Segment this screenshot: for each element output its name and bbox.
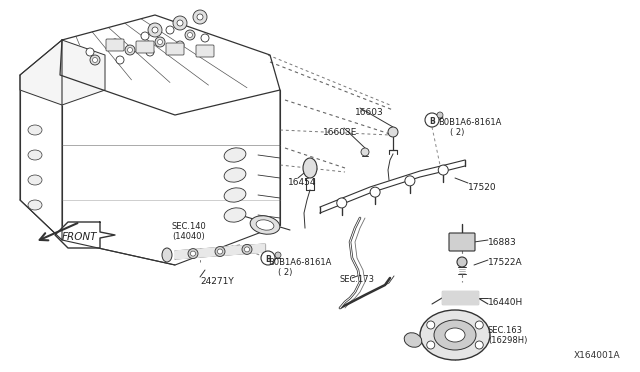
Text: 16883: 16883 [488,238,516,247]
Text: B0B1A6-8161A: B0B1A6-8161A [268,258,332,267]
Circle shape [146,48,154,56]
Text: B0B1A6-8161A: B0B1A6-8161A [438,118,501,127]
Ellipse shape [28,200,42,210]
Circle shape [337,198,347,208]
Circle shape [90,55,100,65]
Ellipse shape [404,333,422,347]
Circle shape [242,244,252,254]
Ellipse shape [28,125,42,135]
Text: X164001A: X164001A [573,351,620,360]
Text: B: B [429,116,435,125]
Ellipse shape [224,188,246,202]
Polygon shape [175,244,265,259]
FancyBboxPatch shape [166,43,184,55]
Circle shape [370,187,380,197]
Ellipse shape [445,328,465,342]
Ellipse shape [250,216,280,234]
Circle shape [185,30,195,40]
Circle shape [93,58,97,62]
Text: (16298H): (16298H) [488,336,527,345]
Text: 17520: 17520 [468,183,497,192]
Circle shape [215,247,225,257]
Circle shape [191,251,195,256]
Text: ( 2): ( 2) [278,268,292,277]
Circle shape [275,252,281,258]
Circle shape [425,113,439,127]
Text: 16603: 16603 [355,108,384,117]
Circle shape [361,148,369,156]
Circle shape [201,34,209,42]
Circle shape [405,176,415,186]
Ellipse shape [224,208,246,222]
FancyBboxPatch shape [196,45,214,57]
Circle shape [111,39,119,47]
Circle shape [437,112,443,118]
Circle shape [157,39,163,45]
Text: SEC.173: SEC.173 [340,275,375,284]
Circle shape [152,27,158,33]
Circle shape [427,341,435,349]
Polygon shape [20,40,105,105]
Circle shape [127,48,132,52]
Ellipse shape [303,158,317,178]
Ellipse shape [224,148,246,162]
Circle shape [457,257,467,267]
Circle shape [388,127,398,137]
Text: (14040): (14040) [172,232,205,241]
Text: ( 2): ( 2) [450,128,465,137]
Circle shape [193,10,207,24]
Text: 16603E: 16603E [323,128,357,137]
FancyBboxPatch shape [106,39,124,51]
Text: 16440H: 16440H [488,298,524,307]
Ellipse shape [162,248,172,262]
Ellipse shape [434,320,476,350]
Circle shape [177,20,183,26]
Text: FRONT: FRONT [62,232,97,242]
Ellipse shape [256,220,274,230]
Circle shape [197,14,203,20]
Circle shape [476,341,483,349]
Circle shape [188,32,193,38]
Polygon shape [442,291,478,304]
Ellipse shape [224,168,246,182]
Text: SEC.163: SEC.163 [488,326,523,335]
Text: SEC.140: SEC.140 [172,222,207,231]
Circle shape [86,48,94,56]
Circle shape [155,37,165,47]
Circle shape [141,32,149,40]
Circle shape [125,45,135,55]
Text: B: B [265,254,271,263]
Text: 16454: 16454 [288,178,317,187]
Text: 17522A: 17522A [488,258,523,267]
Circle shape [176,41,184,49]
Circle shape [148,23,162,37]
Ellipse shape [28,150,42,160]
Polygon shape [55,222,115,248]
Circle shape [438,165,448,175]
Ellipse shape [420,310,490,360]
Ellipse shape [28,175,42,185]
Circle shape [218,249,223,254]
Circle shape [173,16,187,30]
FancyBboxPatch shape [449,233,475,251]
Circle shape [427,321,435,329]
Text: 24271Y: 24271Y [200,277,234,286]
Circle shape [261,251,275,265]
FancyBboxPatch shape [136,41,154,53]
Circle shape [116,56,124,64]
Circle shape [188,248,198,259]
Circle shape [476,321,483,329]
Circle shape [166,26,174,34]
Circle shape [244,247,250,252]
